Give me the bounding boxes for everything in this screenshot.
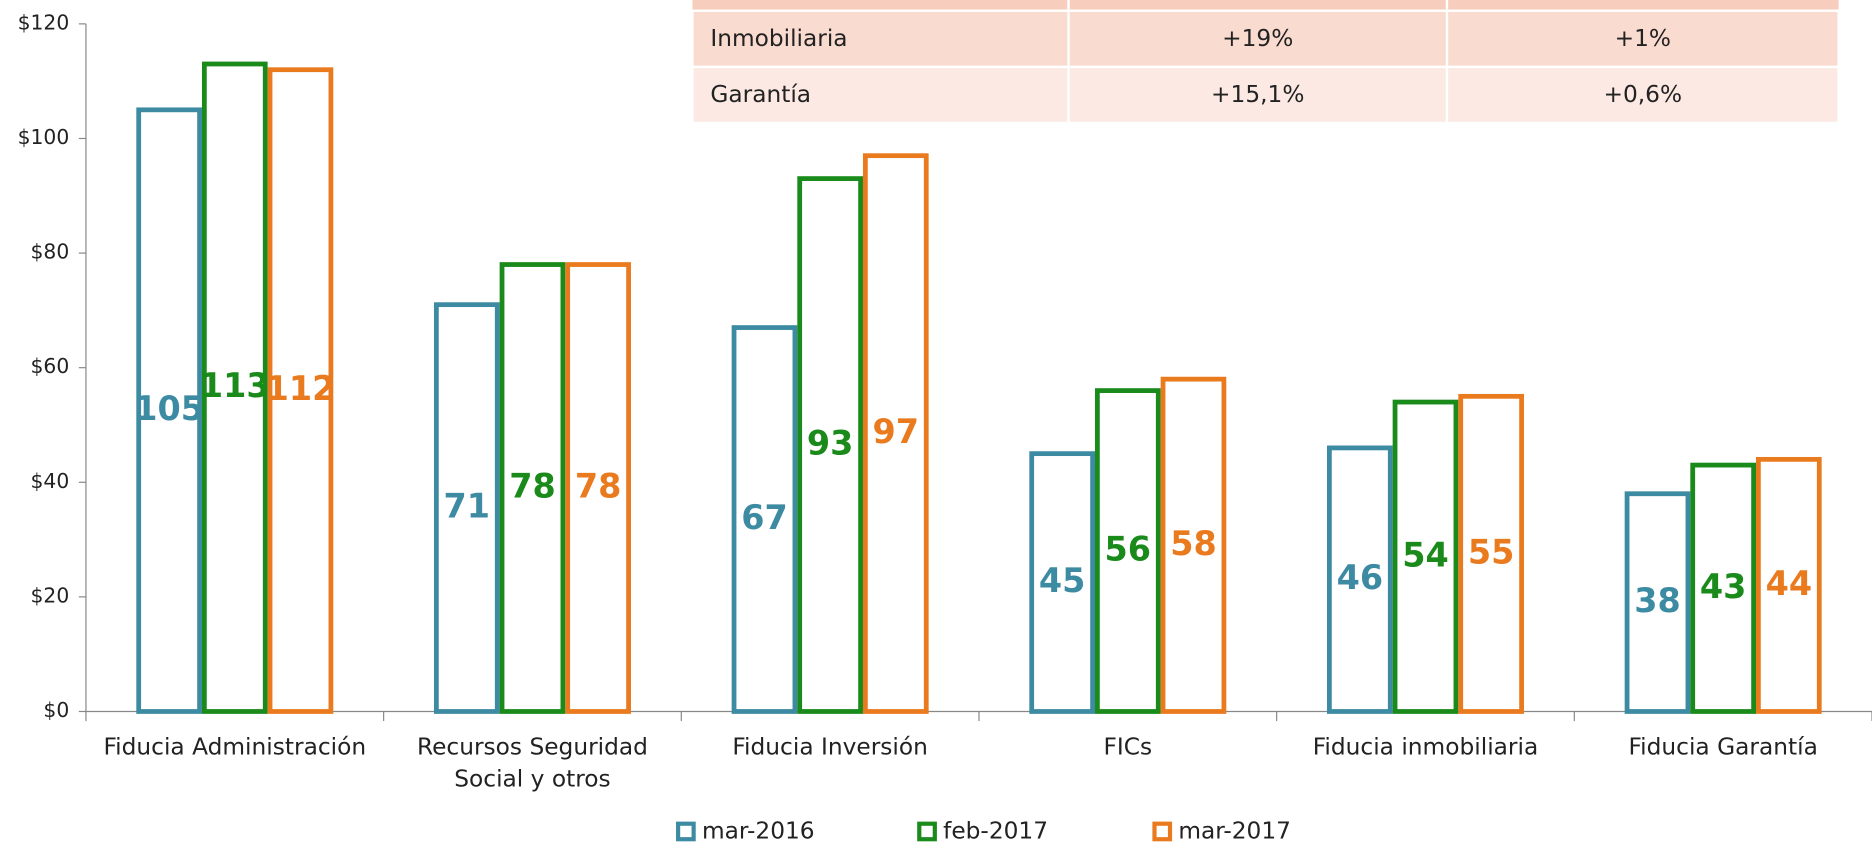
table-cell — [1069, 68, 1446, 122]
x-tick-label: FICs — [1103, 732, 1153, 761]
value-label: 93 — [807, 424, 854, 463]
legend-swatch — [1152, 821, 1173, 842]
legend-swatch — [917, 821, 937, 842]
value-label: 105 — [134, 389, 204, 428]
bar — [731, 325, 798, 714]
x-label-box: Fiducia Garantía — [1628, 732, 1818, 761]
value-label: 67 — [741, 498, 788, 537]
value-label: 112 — [266, 369, 336, 408]
bar — [433, 302, 500, 714]
bar — [201, 61, 268, 714]
value-label: 54 — [1402, 535, 1449, 574]
bar — [1326, 445, 1393, 714]
table-cell — [1448, 68, 1838, 122]
x-label-box: Fiducia Administración — [103, 732, 367, 761]
bar — [565, 262, 631, 714]
x-tick-label: Fiducia inmobiliaria — [1312, 732, 1539, 761]
table-cell — [693, 11, 1068, 66]
table-cell-text: Inmobiliaria — [710, 25, 847, 52]
value-label: 113 — [200, 366, 270, 405]
x-tick-label: Fiducia Inversión — [732, 732, 928, 761]
value-label: 97 — [873, 412, 920, 451]
table-cell — [693, 68, 1068, 122]
y-tick-label: $60 — [31, 354, 70, 378]
x-label-box: Recursos Seguridad Social y otros — [416, 732, 648, 794]
table-header-row — [692, 0, 1839, 10]
x-label-box: Fiducia inmobiliaria — [1312, 732, 1539, 761]
y-tick-label: $120 — [18, 10, 70, 34]
value-label: 78 — [575, 467, 622, 506]
bar — [499, 262, 566, 714]
y-tick-label: $0 — [43, 698, 69, 722]
value-label: 58 — [1170, 524, 1217, 563]
value-label: 43 — [1700, 567, 1747, 606]
value-label: 44 — [1766, 564, 1813, 603]
bar — [1160, 376, 1227, 714]
bar — [1458, 393, 1524, 714]
bar — [1755, 456, 1822, 714]
table-cell-text: +19% — [1222, 25, 1293, 52]
y-tick-label: $40 — [31, 469, 70, 493]
table-cell-text: +15,1% — [1211, 81, 1304, 108]
legend-label: mar-2017 — [1178, 818, 1291, 844]
table-cell-text: +0,6% — [1603, 81, 1682, 108]
x-tick-label: Fiducia Garantía — [1628, 732, 1818, 761]
bar — [1029, 451, 1095, 714]
legend-swatch — [676, 821, 696, 842]
value-label: 46 — [1337, 558, 1384, 597]
x-label-box: FICs — [1103, 732, 1153, 761]
bar — [1624, 491, 1691, 714]
table-cell-text: +1% — [1615, 25, 1671, 52]
value-label: 56 — [1105, 530, 1152, 569]
x-tick-label: Fiducia Administración — [103, 732, 367, 761]
legend-label: feb-2017 — [943, 818, 1048, 844]
bar — [862, 153, 929, 714]
x-tick-label: Recursos Seguridad Social y otros — [416, 732, 648, 794]
bar — [1094, 388, 1161, 714]
bar — [797, 176, 863, 714]
value-label: 78 — [509, 467, 556, 506]
table-cell-text: Garantía — [710, 81, 811, 108]
bar — [1392, 399, 1459, 714]
table-cell — [1448, 11, 1838, 66]
value-label: 45 — [1039, 561, 1086, 600]
y-tick-label: $100 — [18, 125, 70, 149]
bar — [267, 67, 334, 714]
value-label: 38 — [1634, 581, 1681, 620]
y-tick-label: $80 — [31, 240, 70, 264]
bar — [1690, 462, 1756, 714]
legend-label: mar-2016 — [702, 818, 815, 844]
x-label-box: Fiducia Inversión — [732, 732, 928, 761]
table-cell — [1069, 11, 1446, 66]
bar — [136, 107, 202, 714]
y-tick-label: $20 — [31, 583, 70, 607]
value-label: 71 — [444, 487, 491, 526]
value-label: 55 — [1468, 532, 1515, 571]
